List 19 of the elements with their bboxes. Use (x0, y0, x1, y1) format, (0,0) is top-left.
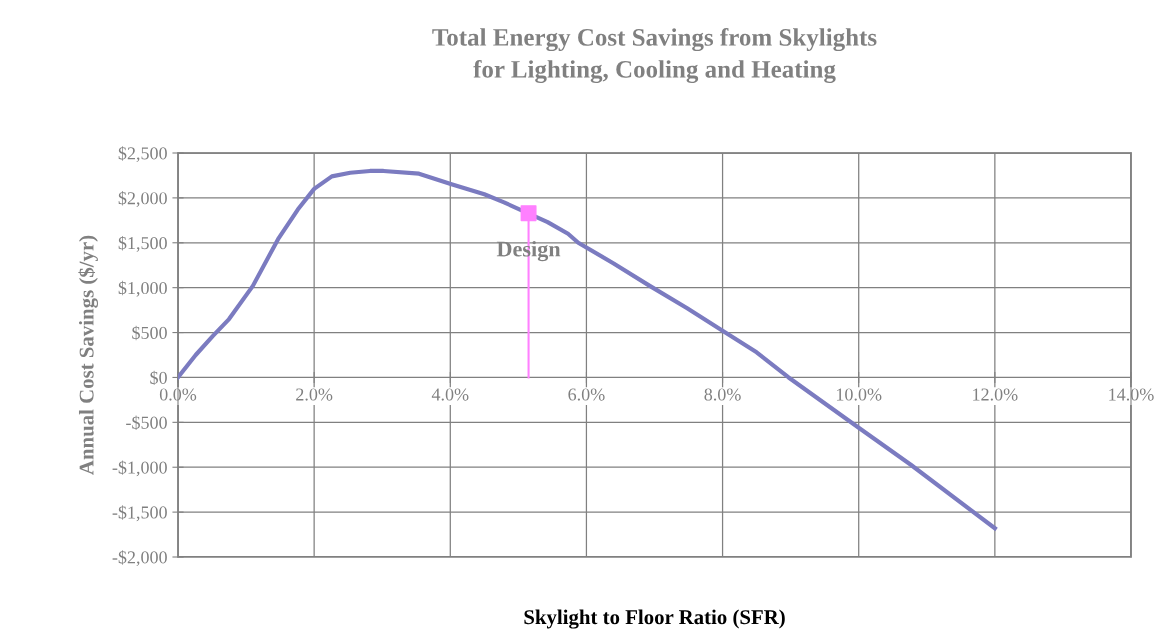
y-tick-label: $500 (132, 325, 167, 341)
x-tick-label: 8.0% (704, 388, 741, 401)
y-tick-label: -$2,000 (112, 550, 167, 567)
y-tick-label: $1,500 (118, 235, 167, 252)
y-axis-title: Annual Cost Savings ($/yr) (78, 235, 99, 475)
y-tick-label: -$1,500 (112, 505, 167, 522)
y-tick-label: $0 (150, 370, 167, 386)
y-tick-label: -$1,000 (112, 460, 167, 477)
y-tick-label: $2,500 (118, 146, 167, 163)
chart-title: Total Energy Cost Savings from Skylights for Lighting, Cooling and Heating (432, 28, 877, 84)
y-tick-label: -$500 (126, 415, 167, 430)
x-tick-label: 2.0% (296, 388, 333, 401)
y-tick-label: $2,000 (118, 191, 167, 207)
x-tick-label: 12.0% (973, 388, 1018, 401)
x-tick-label: 6.0% (568, 388, 605, 401)
x-tick-label: 10.0% (836, 388, 882, 401)
x-axis-title: Skylight to Floor Ratio (SFR) (524, 609, 785, 629)
y-tick-label: $1,000 (118, 280, 167, 297)
x-tick-label: 4.0% (431, 388, 469, 401)
